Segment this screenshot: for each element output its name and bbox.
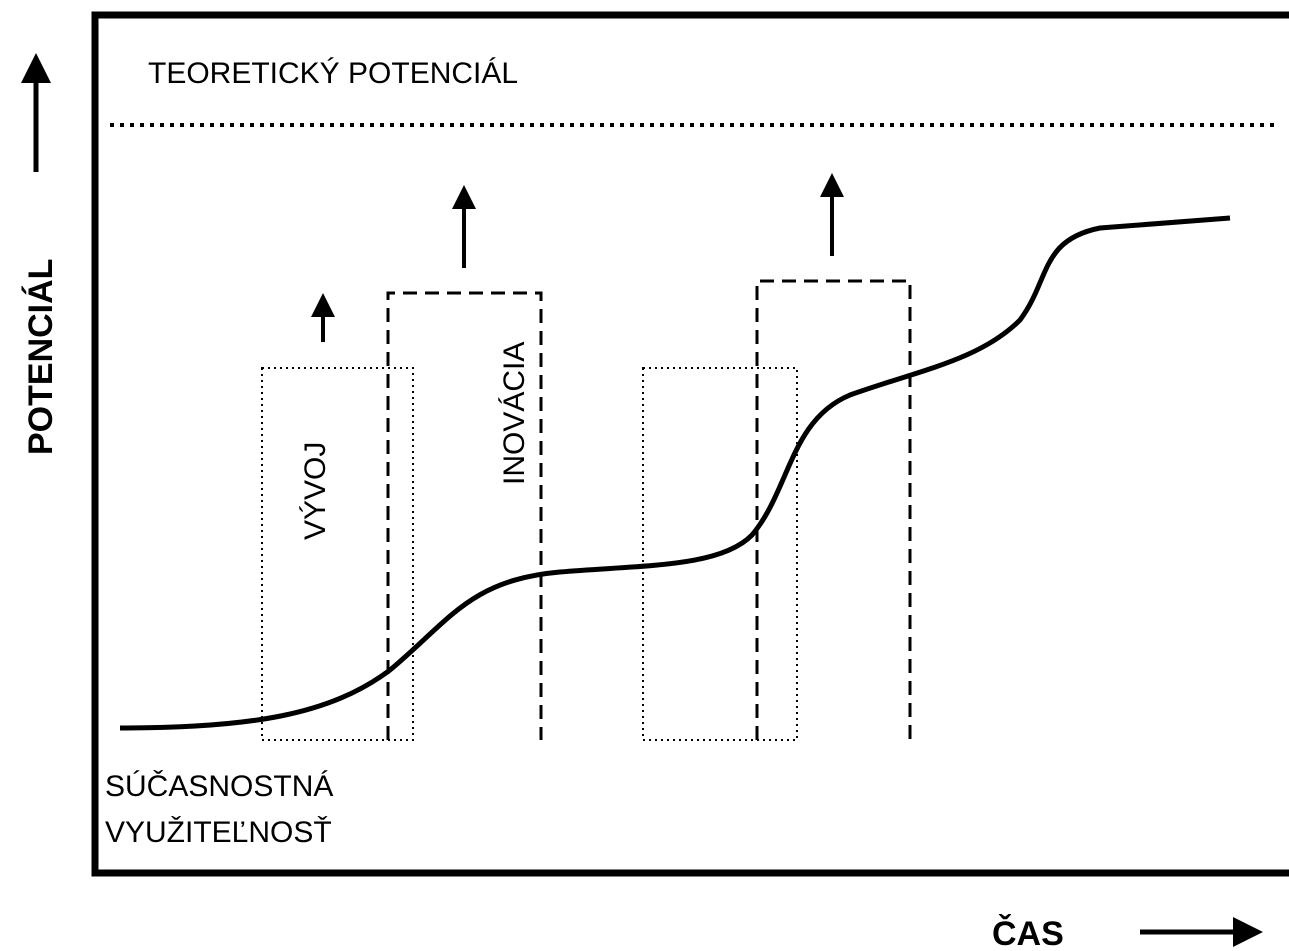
current-label: SÚČASNOSTNÁ [105, 769, 333, 803]
current-label: VYUŽITEĽNOSŤ [105, 816, 332, 849]
box-label: VÝVOJ [299, 442, 332, 540]
y-axis-label: POTENCIÁL [22, 259, 60, 455]
potential-curve [119, 215, 1231, 731]
innovation-box [755, 279, 912, 740]
innovation-box [386, 291, 543, 740]
theoretical-label: TEORETICKÝ POTENCIÁL [148, 57, 518, 90]
development-box [642, 367, 798, 741]
x-axis-label: ČAS [992, 914, 1064, 951]
frame [91, 11, 1289, 877]
box-label: INOVÁCIA [498, 342, 531, 485]
development-box [261, 367, 414, 741]
